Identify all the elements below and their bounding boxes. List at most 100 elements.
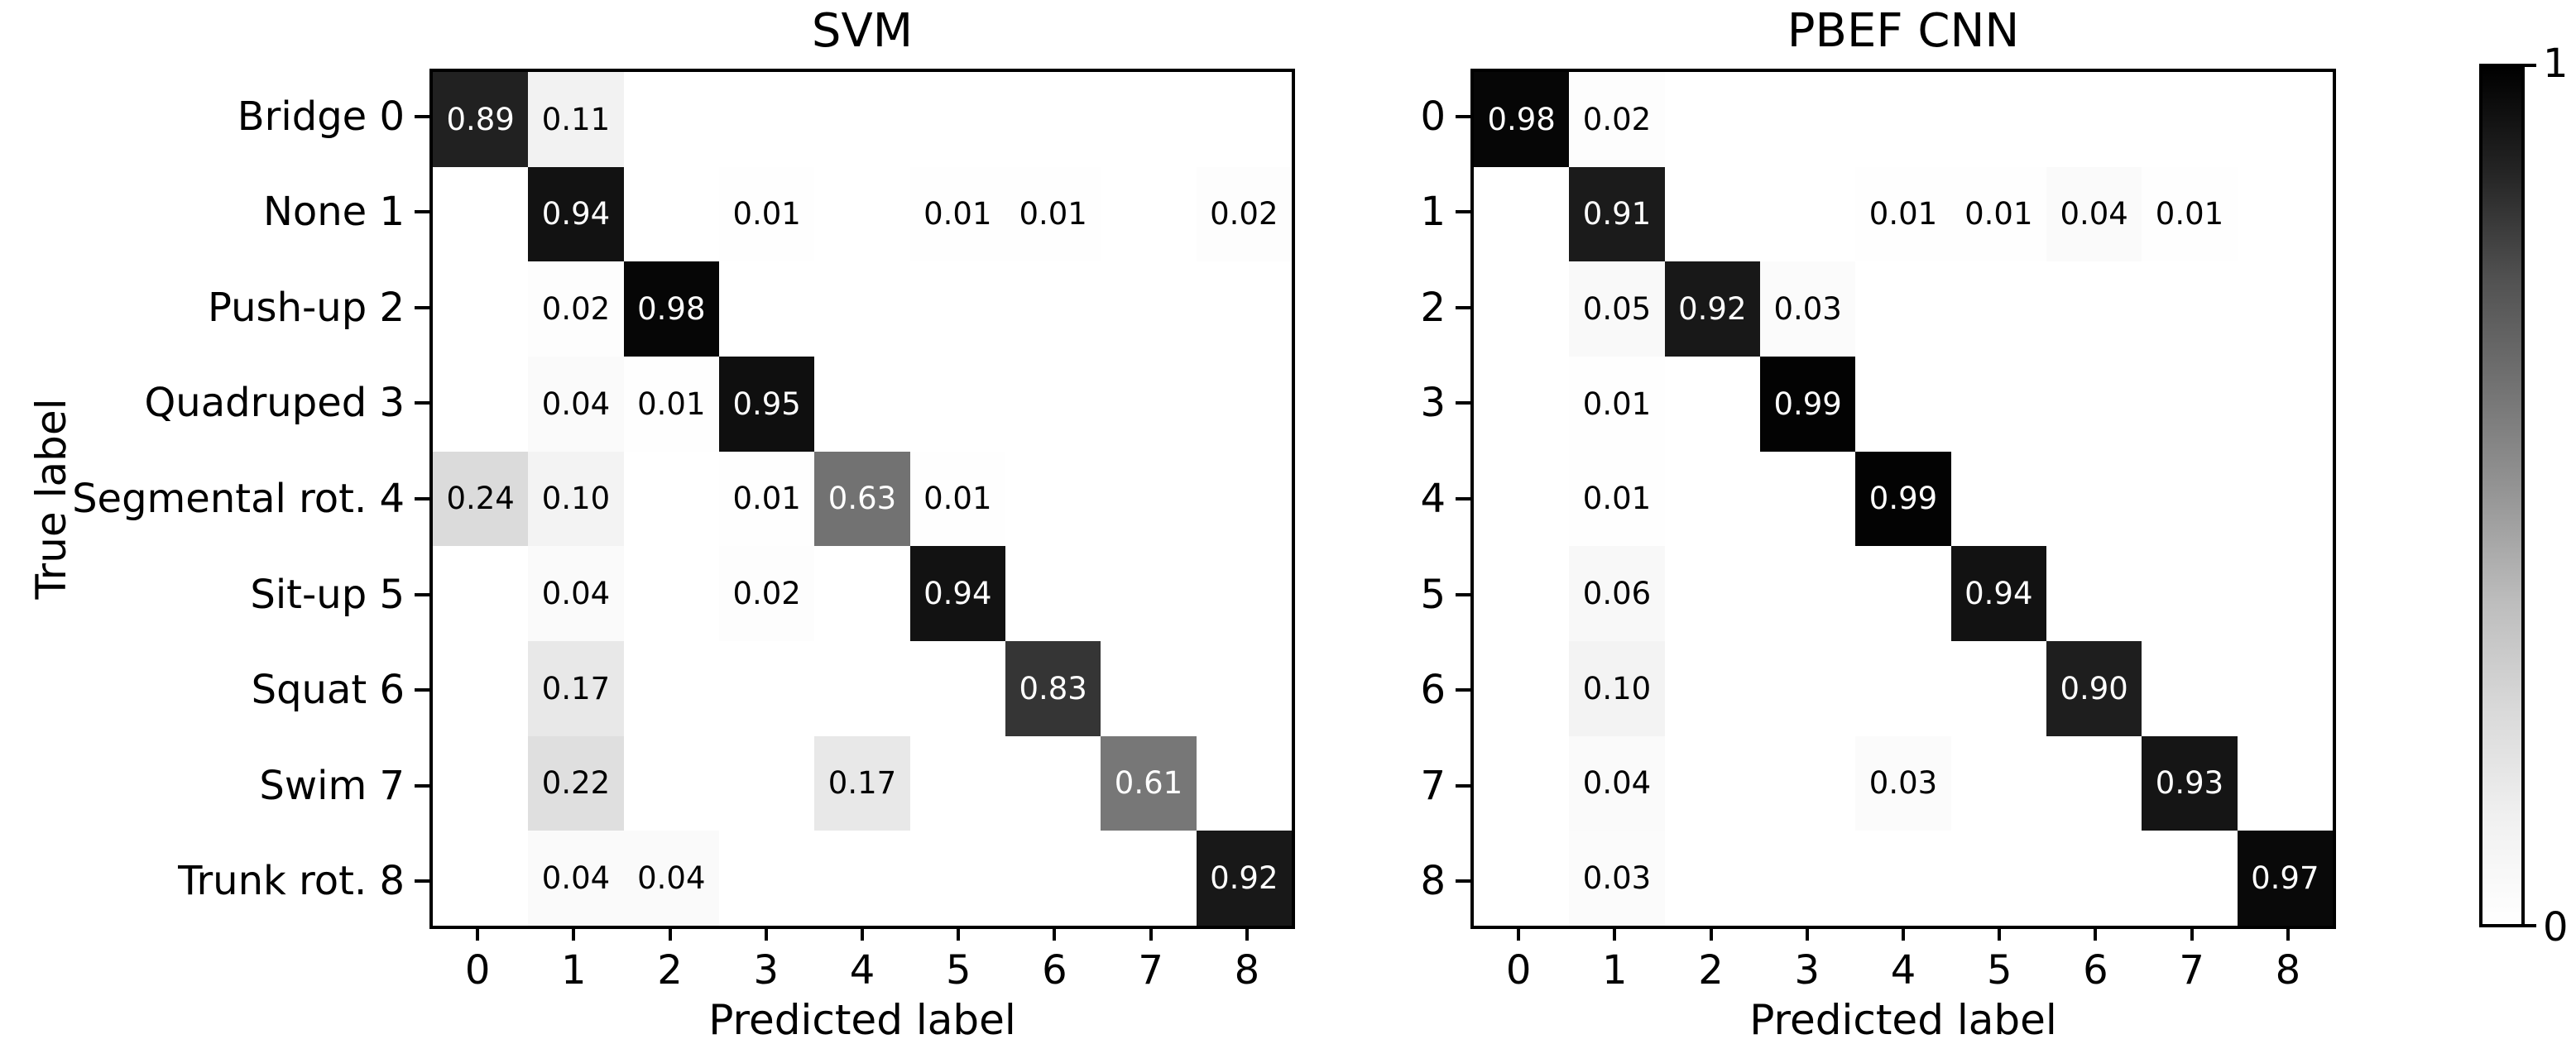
matrix-cell-r6-c8 [2237, 640, 2333, 736]
matrix-cell-r6-c4 [814, 640, 910, 736]
matrix-cell-r6-c0 [1474, 640, 1570, 736]
matrix-cell-r6-c7 [2142, 640, 2238, 736]
matrix-cell-r3-c6 [1005, 356, 1101, 452]
matrix-cell-r0-c6 [1005, 72, 1101, 167]
matrix-cell-r6-c6: 0.90 [2046, 640, 2142, 736]
matrix-cell-r8-c2 [1664, 831, 1760, 926]
matrix-cell-r6-c4 [1855, 640, 1951, 736]
x-tick-label: 3 [753, 947, 780, 994]
x-tick [1613, 929, 1617, 941]
x-tick [861, 929, 864, 941]
svm-axes: 0.89 0.11 0.94 0.01 0.01 0.01 0.02 0.02 0.98 0.04… [429, 69, 1295, 929]
matrix-cell-r0-c8 [2237, 72, 2333, 167]
matrix-cell-r2-c5 [909, 261, 1005, 357]
x-tick-label: 1 [1602, 947, 1628, 994]
matrix-cell-r3-c5 [1950, 356, 2046, 452]
matrix-cell-r1-c3: 0.01 [719, 166, 815, 262]
matrix-cell-r5-c0 [1474, 546, 1570, 641]
matrix-cell-r5-c7 [2142, 546, 2238, 641]
y-tick-label: None 1 [262, 189, 405, 236]
matrix-cell-r6-c7 [1101, 640, 1197, 736]
matrix-cell-r2-c0 [1474, 261, 1570, 357]
x-tick-label: 7 [2179, 947, 2204, 994]
matrix-cell-r0-c1: 0.02 [1569, 72, 1665, 167]
matrix-cell-r1-c7: 0.01 [2142, 166, 2238, 262]
matrix-cell-r7-c2 [1664, 735, 1760, 831]
matrix-cell-r3-c8 [2237, 356, 2333, 452]
y-tick [1456, 783, 1470, 788]
matrix-cell-r7-c3 [1760, 735, 1856, 831]
matrix-cell-r7-c1: 0.22 [528, 735, 624, 831]
matrix-cell-r2-c4 [814, 261, 910, 357]
matrix-cell-r8-c1: 0.04 [528, 831, 624, 926]
matrix-cell-r5-c8 [2237, 546, 2333, 641]
matrix-cell-r0-c3 [719, 72, 815, 167]
y-tick [415, 114, 429, 118]
matrix-cell-r1-c3 [1760, 166, 1856, 262]
x-tick [1902, 929, 1905, 941]
matrix-cell-r5-c3 [1760, 546, 1856, 641]
matrix-cell-r7-c4: 0.03 [1855, 735, 1951, 831]
matrix-cell-r8-c0 [433, 831, 529, 926]
matrix-cell-r4-c3: 0.01 [719, 451, 815, 547]
y-tick-label: 2 [1420, 284, 1446, 331]
x-tick-label: 7 [1138, 947, 1163, 994]
matrix-cell-r7-c6 [1005, 735, 1101, 831]
matrix-cell-r2-c4 [1855, 261, 1951, 357]
matrix-cell-r7-c0 [433, 735, 529, 831]
svm-x-axis-label: Predicted label [708, 996, 1016, 1044]
colorbar-tick [2525, 64, 2536, 67]
matrix-cell-r8-c5 [909, 831, 1005, 926]
y-tick-label: 3 [1420, 380, 1446, 427]
y-tick [415, 879, 429, 884]
matrix-cell-r1-c6: 0.01 [1005, 166, 1101, 262]
matrix-cell-r6-c3 [719, 640, 815, 736]
matrix-cell-r4-c3 [1760, 451, 1856, 547]
matrix-cell-r0-c7 [1101, 72, 1197, 167]
matrix-cell-r2-c7 [1101, 261, 1197, 357]
matrix-cell-r7-c8 [2237, 735, 2333, 831]
matrix-cell-r4-c2 [1664, 451, 1760, 547]
x-tick [476, 929, 480, 941]
matrix-cell-r3-c0 [433, 356, 529, 452]
matrix-cell-r6-c8 [1196, 640, 1292, 736]
matrix-cell-r1-c0 [1474, 166, 1570, 262]
svm-plot-title: SVM [811, 4, 914, 58]
x-tick [1149, 929, 1153, 941]
pbef-cnn-axes: 0.98 0.02 0.91 0.01 0.01 0.04 0.01 0.05 0.92 0.03… [1470, 69, 2336, 929]
y-tick [415, 210, 429, 214]
matrix-cell-r0-c1: 0.11 [528, 72, 624, 167]
y-tick [1456, 401, 1470, 405]
matrix-cell-r0-c5 [1950, 72, 2046, 167]
matrix-cell-r3-c4 [1855, 356, 1951, 452]
matrix-cell-r5-c5: 0.94 [909, 546, 1005, 641]
matrix-cell-r8-c5 [1950, 831, 2046, 926]
matrix-cell-r7-c7: 0.93 [2142, 735, 2238, 831]
matrix-cell-r7-c0 [1474, 735, 1570, 831]
colorbar-tick [2525, 924, 2536, 927]
matrix-cell-r0-c0: 0.98 [1474, 72, 1570, 167]
matrix-cell-r6-c2 [1664, 640, 1760, 736]
y-tick-label: 6 [1420, 667, 1446, 714]
x-tick-label: 5 [1986, 947, 2012, 994]
matrix-cell-r1-c2 [623, 166, 719, 262]
matrix-cell-r0-c2 [623, 72, 719, 167]
x-tick [1245, 929, 1249, 941]
matrix-cell-r5-c5: 0.94 [1950, 546, 2046, 641]
matrix-cell-r7-c4: 0.17 [814, 735, 910, 831]
y-tick [415, 592, 429, 596]
y-tick-label: 8 [1420, 858, 1446, 905]
matrix-cell-r8-c2: 0.04 [623, 831, 719, 926]
matrix-cell-r3-c3: 0.99 [1760, 356, 1856, 452]
pbef-cnn-x-axis-label: Predicted label [1749, 996, 2057, 1044]
x-tick [1053, 929, 1057, 941]
matrix-cell-r8-c0 [1474, 831, 1570, 926]
x-tick [957, 929, 961, 941]
matrix-cell-r0-c2 [1664, 72, 1760, 167]
matrix-cell-r6-c1: 0.10 [1569, 640, 1665, 736]
matrix-cell-r2-c2: 0.98 [623, 261, 719, 357]
matrix-cell-r3-c5 [909, 356, 1005, 452]
matrix-cell-r4-c8 [2237, 451, 2333, 547]
matrix-cell-r0-c5 [909, 72, 1005, 167]
matrix-cell-r8-c6 [1005, 831, 1101, 926]
